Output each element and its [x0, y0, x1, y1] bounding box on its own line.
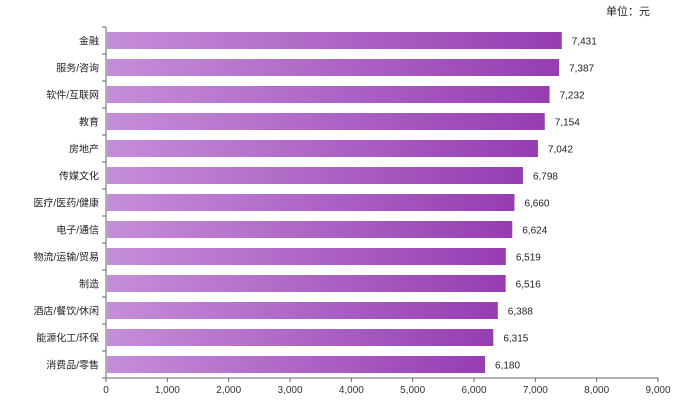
category-label: 制造: [79, 278, 99, 291]
bar: [107, 59, 560, 76]
category-label: 金融: [79, 35, 99, 48]
x-tick-label: 0: [103, 385, 109, 396]
bar: [107, 329, 494, 346]
category-label: 医疗/医药/健康: [33, 197, 99, 210]
bar: [107, 275, 506, 292]
x-tick-label: 5,000: [400, 385, 425, 396]
category-label: 酒店/餐饮/休闲: [33, 305, 99, 318]
category-label: 传媒文化: [59, 170, 99, 183]
category-label: 软件/互联网: [46, 89, 99, 102]
category-label: 电子/通信: [56, 224, 99, 237]
data-label: 7,431: [572, 37, 597, 48]
x-tick-label: 7,000: [523, 385, 548, 396]
category-label: 物流/运输/贸易: [33, 251, 99, 264]
bar: [107, 221, 513, 238]
bar: [107, 167, 523, 184]
data-label: 6,180: [495, 361, 520, 372]
x-tick-label: 9,000: [645, 385, 670, 396]
bar: [107, 32, 562, 49]
category-label: 服务/咨询: [56, 62, 99, 75]
unit-label: 单位：元: [606, 6, 650, 18]
data-label: 6,516: [516, 280, 541, 291]
data-label: 7,232: [560, 91, 585, 102]
bar: [107, 302, 498, 319]
data-label: 7,154: [555, 118, 580, 129]
bar: [107, 86, 550, 103]
data-label: 7,387: [569, 64, 594, 75]
data-label: 7,042: [548, 145, 573, 156]
data-label: 6,798: [533, 172, 558, 183]
x-tick-label: 4,000: [339, 385, 364, 396]
category-label: 教育: [79, 116, 99, 129]
x-tick-label: 6,000: [461, 385, 486, 396]
bar: [107, 248, 506, 265]
data-label: 6,388: [508, 307, 533, 318]
data-label: 6,624: [522, 226, 547, 237]
category-label: 房地产: [69, 143, 99, 156]
data-label: 6,315: [503, 334, 528, 345]
x-tick-label: 8,000: [584, 385, 609, 396]
bar: [107, 356, 486, 373]
category-label: 消费品/零售: [46, 359, 99, 372]
bar: [107, 140, 538, 157]
x-tick-label: 2,000: [216, 385, 241, 396]
data-label: 6,660: [524, 199, 549, 210]
bar: [107, 113, 545, 130]
category-label: 能源化工/环保: [36, 332, 99, 345]
bar: [107, 194, 515, 211]
x-tick-label: 1,000: [155, 385, 180, 396]
data-label: 6,519: [516, 253, 541, 264]
x-tick-label: 3,000: [277, 385, 302, 396]
